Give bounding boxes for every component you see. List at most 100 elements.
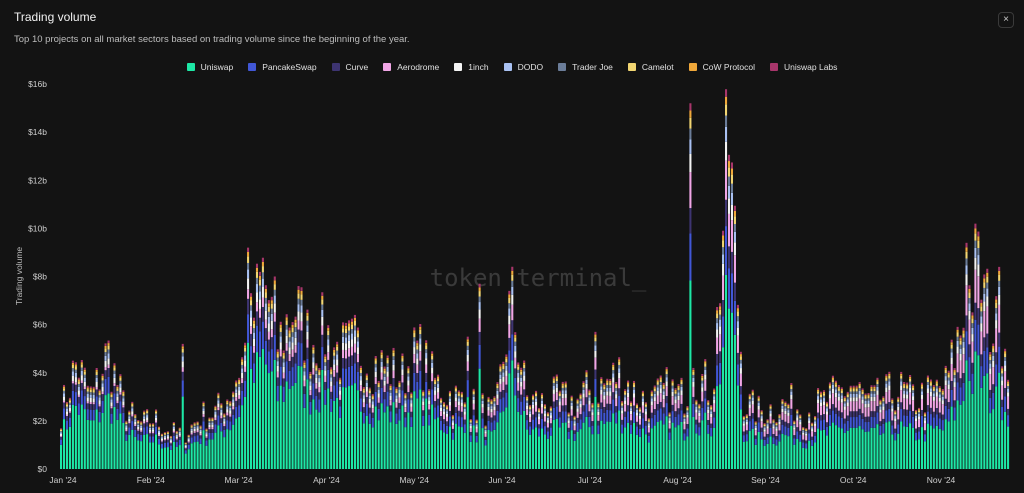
legend-item-dodo[interactable]: DODO — [503, 62, 543, 72]
bar-segment — [214, 432, 217, 469]
bar-segment — [419, 326, 422, 330]
bar-segment — [187, 436, 190, 438]
legend-item-camelot[interactable]: Camelot — [627, 62, 674, 72]
legend-swatch — [558, 63, 567, 71]
bar-day — [487, 396, 490, 469]
bar-segment — [689, 208, 692, 234]
bar-day — [508, 290, 511, 469]
bar-segment — [603, 423, 606, 469]
bar-segment — [564, 387, 567, 391]
bar-segment — [903, 388, 906, 391]
bar-segment — [944, 365, 947, 368]
bar-day — [163, 432, 166, 469]
bar-segment — [867, 396, 870, 399]
bar-segment — [846, 391, 849, 394]
legend-item-trader-joe[interactable]: Trader Joe — [558, 62, 613, 72]
bar-segment — [312, 362, 315, 369]
bar-segment — [769, 423, 772, 428]
bar-segment — [255, 352, 259, 469]
legend-item-uniswap[interactable]: Uniswap — [186, 62, 233, 72]
bar-segment — [641, 401, 644, 406]
bar-segment — [95, 374, 98, 378]
bar-segment — [784, 414, 787, 422]
bar-segment — [232, 394, 235, 397]
bar-segment — [226, 429, 229, 469]
bar-segment — [805, 443, 808, 449]
bar-segment — [448, 398, 451, 402]
bar-segment — [775, 423, 778, 426]
bar-segment — [609, 403, 612, 411]
bar-segment — [143, 427, 146, 435]
bar-day — [339, 377, 342, 469]
bar-segment — [250, 296, 253, 301]
bar-day — [677, 384, 680, 469]
bar-segment — [965, 251, 968, 259]
bar-day — [285, 314, 288, 469]
bar-segment — [270, 329, 273, 338]
bar-segment — [822, 395, 826, 399]
bar-day — [644, 402, 647, 469]
bar-day — [537, 407, 541, 469]
bar-segment — [149, 431, 152, 434]
bar-segment — [169, 445, 172, 450]
bar-segment — [926, 384, 929, 389]
bar-segment — [766, 433, 769, 438]
bar-day — [585, 370, 588, 469]
bar-segment — [300, 330, 303, 344]
bar-day — [570, 395, 573, 469]
bar-segment — [353, 343, 356, 353]
bar-segment — [157, 434, 161, 436]
bar-segment — [312, 374, 315, 384]
bar-segment — [576, 431, 579, 469]
bar-segment — [359, 369, 362, 373]
bar-segment — [119, 394, 122, 402]
bar-segment — [923, 441, 926, 469]
bar-segment — [849, 397, 852, 402]
bar-segment — [65, 404, 69, 407]
close-button[interactable]: × — [998, 12, 1014, 28]
bar-segment — [514, 337, 517, 342]
bar-segment — [671, 422, 674, 469]
bar-segment — [511, 266, 514, 271]
bar-segment — [828, 391, 831, 395]
bar-segment — [241, 357, 244, 360]
bar-segment — [520, 367, 523, 370]
bar-segment — [380, 361, 383, 367]
bar-segment — [594, 337, 597, 342]
bar-segment — [612, 366, 615, 371]
bar-segment — [252, 317, 256, 321]
bar-day — [416, 340, 419, 469]
bar-segment — [719, 306, 722, 310]
bar-segment — [437, 378, 440, 382]
legend-item-curve[interactable]: Curve — [331, 62, 368, 72]
bar-segment — [155, 417, 158, 421]
bar-segment — [811, 431, 814, 437]
bar-segment — [131, 401, 134, 404]
legend-item-1inch[interactable]: 1inch — [454, 62, 489, 72]
bar-day — [309, 371, 312, 469]
bar-segment — [202, 421, 205, 431]
bar-day — [820, 391, 823, 469]
bar-segment — [615, 423, 618, 469]
bar-segment — [920, 398, 924, 410]
legend-item-aerodrome[interactable]: Aerodrome — [383, 62, 439, 72]
bar-segment — [843, 397, 846, 400]
bar-segment — [849, 417, 852, 428]
bar-segment — [330, 398, 333, 412]
bar-segment — [555, 392, 558, 401]
bar-segment — [270, 313, 273, 321]
bar-segment — [852, 391, 855, 394]
legend-item-pancakeswap[interactable]: PancakeSwap — [248, 62, 317, 72]
legend-item-cow-protocol[interactable]: CoW Protocol — [688, 62, 755, 72]
bar-segment — [244, 366, 247, 372]
bar-segment — [736, 321, 739, 328]
bar-segment — [235, 418, 238, 469]
bar-segment — [668, 416, 671, 419]
bar-segment — [122, 393, 125, 396]
bar-segment — [229, 430, 232, 469]
bar-segment — [834, 384, 837, 387]
legend-item-uniswap-labs[interactable]: Uniswap Labs — [770, 62, 837, 72]
bar-segment — [736, 364, 739, 386]
bar-segment — [95, 409, 98, 469]
bar-segment — [802, 447, 805, 469]
